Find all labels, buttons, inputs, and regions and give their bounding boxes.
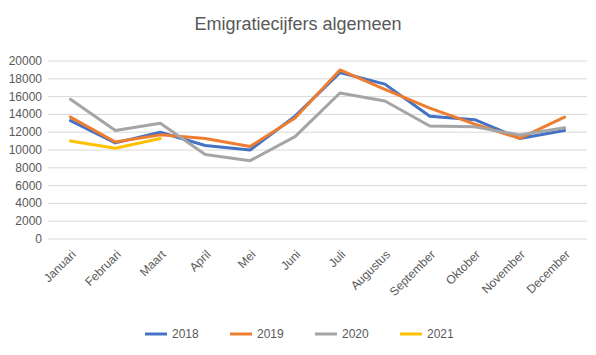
legend-label: 2020 [342, 327, 369, 341]
legend-swatch [230, 333, 252, 336]
grid-line [48, 185, 587, 186]
x-tick-label: Mei [235, 247, 259, 271]
y-tick-label: 6000 [15, 179, 42, 193]
grid-line [48, 221, 587, 222]
y-tick-label: 16000 [9, 90, 43, 104]
plot-area [70, 70, 564, 161]
x-tick-label: September [387, 247, 438, 298]
legend-label: 2021 [427, 327, 454, 341]
x-tick-label: Augustus [348, 247, 393, 292]
y-tick-label: 0 [35, 232, 42, 246]
legend-swatch [400, 333, 422, 336]
x-tick-label: April [187, 247, 214, 274]
series-line [70, 93, 564, 161]
y-tick-label: 2000 [15, 214, 42, 228]
series-line [70, 70, 564, 147]
grid-line [48, 61, 587, 62]
background [0, 0, 596, 355]
y-tick-label: 10000 [9, 143, 43, 157]
grid-line [48, 167, 587, 168]
x-tick-label: November [479, 247, 528, 296]
x-tick-label: Maart [137, 247, 169, 279]
chart: Emigratiecijfers algemeen 0 2000 4000 6000 80… [0, 0, 596, 355]
grid-line [48, 150, 587, 151]
grid-line [48, 203, 587, 204]
y-tick-label: 20000 [9, 54, 43, 68]
x-tick-label: Juli [326, 247, 349, 270]
x-tick-label: December [524, 247, 573, 296]
grid-line [48, 239, 587, 240]
y-tick-label: 4000 [15, 196, 42, 210]
series-line [70, 138, 160, 148]
y-tick-label: 12000 [9, 125, 43, 139]
legend-label: 2018 [172, 327, 199, 341]
x-tick-label: Juni [278, 247, 303, 272]
grid-line [48, 78, 587, 79]
legend-swatch [145, 333, 167, 336]
legend-label: 2019 [257, 327, 284, 341]
legend-swatch [315, 333, 337, 336]
x-tick-label: Januari [41, 247, 79, 285]
x-tick-label: Oktober [443, 247, 483, 287]
title: Emigratiecijfers algemeen [194, 14, 401, 34]
y-tick-label: 8000 [15, 161, 42, 175]
y-tick-label: 14000 [9, 107, 43, 121]
x-tick-label: Februari [82, 247, 123, 288]
y-tick-label: 18000 [9, 72, 43, 86]
